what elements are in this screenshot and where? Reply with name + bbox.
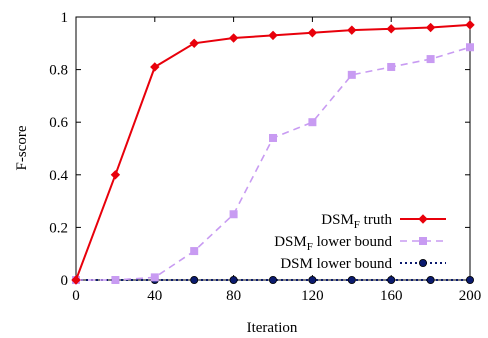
legend-entry: DSMF lower bound bbox=[274, 234, 446, 253]
data-point bbox=[466, 43, 474, 52]
series-line bbox=[76, 46, 471, 281]
data-point bbox=[307, 28, 318, 38]
legend-entry: DSMF truth bbox=[321, 212, 446, 231]
x-tick-label: 0 bbox=[72, 288, 80, 304]
data-point bbox=[308, 118, 317, 127]
y-tick-label: 0 bbox=[61, 273, 69, 289]
data-point bbox=[150, 273, 159, 282]
ticks: 0 40 80 120 160 200 0 0.2 0.4 0.6 0.8 1 bbox=[49, 10, 481, 304]
series-dsm-f-truth bbox=[71, 20, 475, 285]
data-point bbox=[387, 275, 396, 284]
data-point bbox=[190, 247, 199, 256]
y-tick-label: 0.4 bbox=[49, 168, 68, 184]
legend-label: DSMF lower bound bbox=[274, 234, 392, 253]
legend: DSMF truth DSMF lower bound DSM lower boun… bbox=[274, 212, 446, 272]
data-point bbox=[269, 133, 277, 142]
y-tick-label: 0.2 bbox=[49, 220, 68, 236]
data-point bbox=[110, 170, 121, 180]
data-point bbox=[189, 38, 199, 49]
x-tick-label: 160 bbox=[380, 288, 403, 304]
y-axis-label: F-score bbox=[14, 125, 30, 170]
legend-label: DSMF truth bbox=[321, 212, 392, 231]
axes bbox=[75, 16, 471, 281]
x-axis-label: Iteration bbox=[247, 320, 298, 336]
data-point bbox=[308, 275, 317, 284]
legend-label: DSM lower bound bbox=[280, 256, 392, 272]
x-tick-label: 40 bbox=[147, 288, 162, 304]
data-point bbox=[347, 25, 357, 35]
data-point bbox=[190, 275, 199, 284]
data-point bbox=[465, 20, 475, 30]
data-point bbox=[426, 55, 435, 64]
data-point bbox=[347, 70, 356, 79]
legend-sample-marker bbox=[418, 214, 428, 224]
data-point bbox=[386, 24, 396, 34]
data-point bbox=[268, 275, 277, 284]
data-point bbox=[465, 275, 474, 284]
series-line bbox=[75, 23, 471, 281]
series-dsm-f-lower-bound bbox=[72, 43, 474, 284]
data-point bbox=[150, 62, 160, 72]
data-point bbox=[71, 275, 81, 285]
series-layer bbox=[71, 20, 475, 285]
x-tick-label: 120 bbox=[301, 288, 324, 304]
legend-sample-marker bbox=[418, 258, 427, 267]
data-point bbox=[229, 275, 238, 284]
data-point bbox=[425, 22, 436, 33]
plot-frame bbox=[75, 16, 471, 281]
y-tick-label: 0.6 bbox=[49, 115, 68, 131]
x-tick-label: 200 bbox=[459, 288, 482, 304]
x-tick-label: 80 bbox=[226, 288, 241, 304]
legend-entry: DSM lower bound bbox=[280, 256, 446, 272]
y-tick-label: 0.8 bbox=[49, 63, 68, 79]
data-point bbox=[426, 275, 435, 284]
legend-sample-marker bbox=[419, 237, 427, 245]
data-point bbox=[347, 275, 356, 284]
data-point bbox=[268, 30, 278, 41]
data-point bbox=[229, 210, 238, 219]
data-point bbox=[228, 33, 239, 43]
y-tick-label: 1 bbox=[61, 10, 69, 26]
data-point bbox=[111, 276, 120, 284]
data-point bbox=[387, 62, 396, 71]
